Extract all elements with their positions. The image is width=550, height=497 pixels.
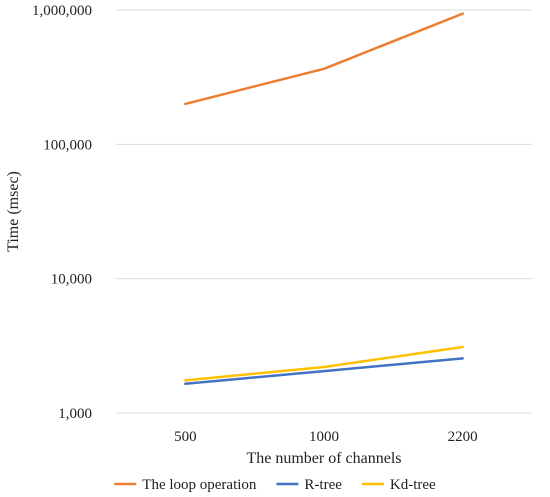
legend-label: Kd-tree (390, 477, 436, 493)
legend-label: R-tree (304, 477, 342, 493)
y-tick-label: 10,000 (51, 272, 92, 288)
legend-label: The loop operation (142, 477, 257, 493)
x-axis-ticks: 500 1000 2200 (174, 429, 478, 445)
x-tick-label: 500 (174, 429, 197, 445)
series-line-2 (184, 345, 464, 382)
y-tick-label: 1,000 (58, 406, 92, 422)
x-tick-label: 2200 (448, 429, 478, 445)
y-axis-title: Time (msec) (5, 171, 22, 252)
y-tick-label: 1,000,000 (32, 3, 92, 19)
y-axis-ticks: 1,000 10,000 100,000 1,000,000 (32, 3, 92, 422)
legend: The loop operation R-tree Kd-tree (114, 477, 436, 493)
series-line-1 (184, 357, 464, 386)
series-line-0 (184, 12, 464, 106)
x-axis-title: The number of channels (246, 450, 401, 467)
series-lines (184, 12, 464, 386)
gridlines (116, 9, 532, 414)
x-tick-label: 1000 (309, 429, 339, 445)
y-tick-label: 100,000 (43, 137, 92, 153)
